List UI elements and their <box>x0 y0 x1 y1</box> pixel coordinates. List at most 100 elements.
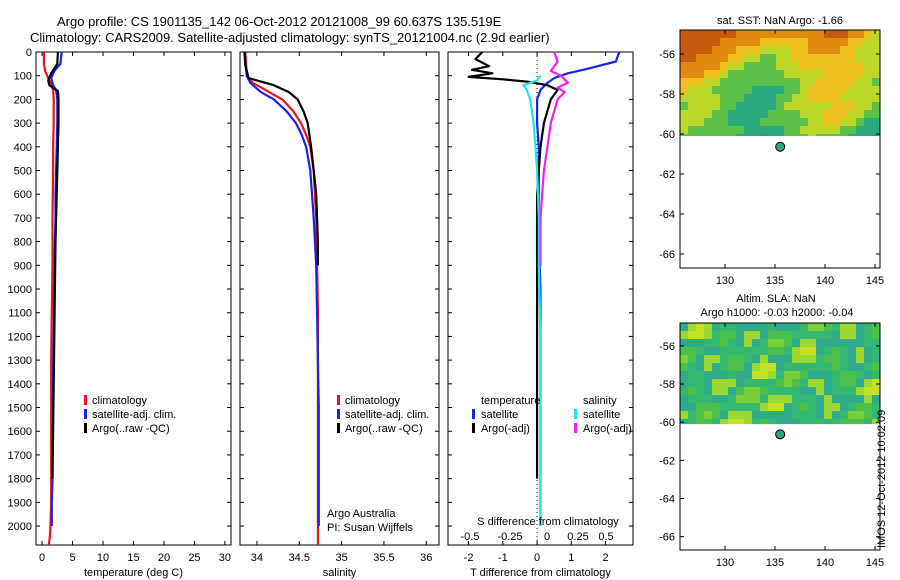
heatmap-cell <box>728 331 736 339</box>
heatmap-cell <box>808 110 816 118</box>
y-tick-label: 1000 <box>8 284 32 296</box>
heatmap-cell <box>824 387 832 395</box>
heatmap-cell <box>784 102 792 110</box>
heatmap-cell <box>808 419 816 425</box>
heatmap-cell <box>840 110 848 118</box>
heatmap-cell <box>688 102 696 110</box>
heatmap-cell <box>792 379 800 387</box>
heatmap-cell <box>760 371 768 379</box>
heatmap-cell <box>816 331 824 339</box>
heatmap-cell <box>824 355 832 363</box>
heatmap-cell <box>688 355 696 363</box>
heatmap-cell <box>776 46 784 54</box>
legend-title-salinity: salinity <box>583 395 617 407</box>
heatmap-cell <box>816 379 824 387</box>
heatmap-cell <box>760 419 768 425</box>
heatmap-cell <box>704 331 712 339</box>
heatmap-cell <box>752 379 760 387</box>
heatmap-cell <box>712 395 720 403</box>
heatmap-cell <box>840 78 848 86</box>
heatmap-cell <box>704 54 712 62</box>
y-tick-label: 600 <box>14 189 32 201</box>
plot-frame-temperature <box>35 51 232 546</box>
heatmap-cell <box>776 118 784 126</box>
heatmap-cell <box>808 118 816 126</box>
plot-frame-salinity <box>239 51 440 546</box>
heatmap-cell <box>832 62 840 70</box>
imos-timestamp: IMOS 12-Oct-2012 10:02:09 <box>876 409 888 548</box>
heatmap-cell <box>728 70 736 78</box>
heatmap-cell <box>840 395 848 403</box>
heatmap-cell <box>720 339 728 347</box>
heatmap-cell <box>816 355 824 363</box>
heatmap-cell <box>760 110 768 118</box>
heatmap-cell <box>744 78 752 86</box>
heatmap-cell <box>728 110 736 118</box>
heatmap-cell <box>744 379 752 387</box>
heatmap-cell <box>696 331 704 339</box>
heatmap-cell <box>696 339 704 347</box>
heatmap-cell <box>752 118 760 126</box>
heatmap-cell <box>776 371 784 379</box>
legend-swatch-temperature <box>84 423 87 433</box>
heatmap-cell <box>744 46 752 54</box>
argo-credit-text: Argo Australia <box>327 508 396 520</box>
heatmap-cell <box>776 102 784 110</box>
heatmap-cell <box>824 323 832 331</box>
heatmap-cell <box>800 54 808 62</box>
heatmap-cell <box>800 387 808 395</box>
heatmap-cell <box>816 110 824 118</box>
heatmap-cell <box>784 38 792 46</box>
heatmap-cell <box>728 78 736 86</box>
figure-title-line1: Argo profile: CS 1901135_142 06-Oct-2012… <box>57 14 502 29</box>
argo-credit-text: PI: Susan Wijffels <box>327 522 413 534</box>
heatmap-cell <box>872 94 880 102</box>
heatmap-cell <box>824 38 832 46</box>
heatmap-cell <box>712 379 720 387</box>
heatmap-cell <box>864 419 872 425</box>
heatmap-cell <box>856 54 864 62</box>
heatmap-cell <box>872 331 880 339</box>
argo-position-marker <box>775 429 786 440</box>
y-tick-label: 400 <box>14 142 32 154</box>
legend-entry-difference: Argo(-adj) <box>481 423 530 435</box>
series-line-t_argo <box>467 51 559 479</box>
heatmap-cell <box>720 363 728 371</box>
heatmap-cell <box>736 419 744 425</box>
heatmap-cell <box>712 339 720 347</box>
series-line-s_argo <box>539 51 570 266</box>
legend-entry-difference: satellite <box>583 409 620 421</box>
heatmap-cell <box>808 78 816 86</box>
heatmap-cell <box>680 134 688 136</box>
heatmap-cell <box>768 102 776 110</box>
heatmap-cell <box>792 62 800 70</box>
heatmap-cell <box>832 78 840 86</box>
map-y-tick-label: -58 <box>659 89 675 101</box>
heatmap-cell <box>816 94 824 102</box>
heatmap-cell <box>736 38 744 46</box>
heatmap-cell <box>688 46 696 54</box>
heatmap-cell <box>696 118 704 126</box>
heatmap-cell <box>736 363 744 371</box>
series-line-t_sat <box>535 51 621 526</box>
argo-position-marker <box>775 141 786 152</box>
heatmap-cell <box>776 387 784 395</box>
heatmap-cell <box>744 102 752 110</box>
heatmap-cell <box>776 339 784 347</box>
heatmap-cell <box>816 347 824 355</box>
heatmap-cell <box>680 419 688 425</box>
heatmap-cell <box>864 118 872 126</box>
heatmap-cell <box>800 118 808 126</box>
heatmap-cell <box>808 46 816 54</box>
heatmap-cell <box>848 419 856 425</box>
heatmap-cell <box>704 403 712 411</box>
heatmap-cell <box>760 323 768 331</box>
x-tick-label: -2 <box>464 552 474 564</box>
heatmap-cell <box>800 419 808 425</box>
heatmap-cell <box>720 118 728 126</box>
heatmap-cell <box>824 403 832 411</box>
heatmap-cell <box>840 70 848 78</box>
heatmap-cell <box>744 331 752 339</box>
heatmap-cell <box>864 38 872 46</box>
heatmap-cell <box>688 387 696 395</box>
